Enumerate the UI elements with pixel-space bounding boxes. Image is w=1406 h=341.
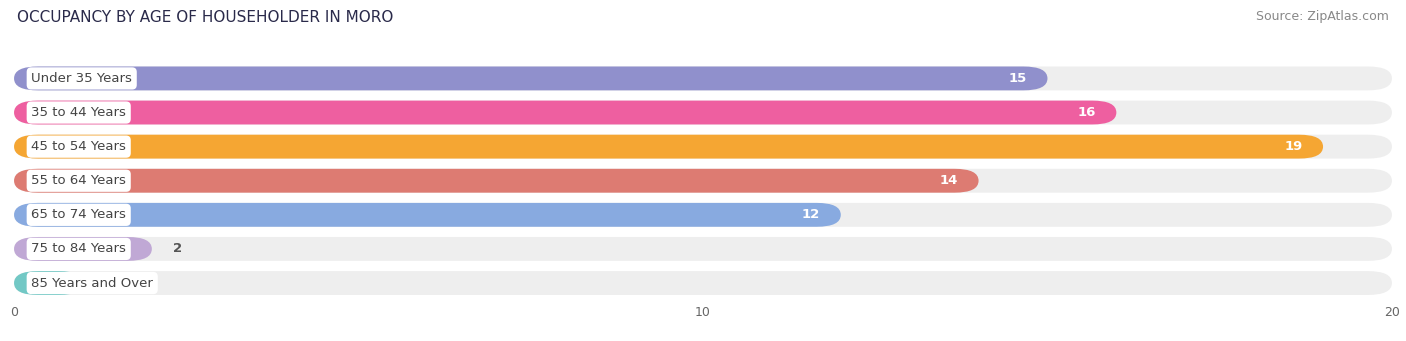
Text: 16: 16 xyxy=(1077,106,1095,119)
Text: 35 to 44 Years: 35 to 44 Years xyxy=(31,106,127,119)
FancyBboxPatch shape xyxy=(14,169,1392,193)
Text: Under 35 Years: Under 35 Years xyxy=(31,72,132,85)
Text: 15: 15 xyxy=(1008,72,1026,85)
Text: 65 to 74 Years: 65 to 74 Years xyxy=(31,208,127,221)
FancyBboxPatch shape xyxy=(14,271,1392,295)
FancyBboxPatch shape xyxy=(14,101,1392,124)
FancyBboxPatch shape xyxy=(14,237,1392,261)
FancyBboxPatch shape xyxy=(14,271,83,295)
FancyBboxPatch shape xyxy=(14,237,152,261)
FancyBboxPatch shape xyxy=(14,135,1323,159)
Text: 75 to 84 Years: 75 to 84 Years xyxy=(31,242,127,255)
Text: 55 to 64 Years: 55 to 64 Years xyxy=(31,174,127,187)
Text: Source: ZipAtlas.com: Source: ZipAtlas.com xyxy=(1256,10,1389,23)
FancyBboxPatch shape xyxy=(14,203,841,227)
FancyBboxPatch shape xyxy=(14,66,1392,90)
FancyBboxPatch shape xyxy=(14,66,1047,90)
FancyBboxPatch shape xyxy=(14,203,1392,227)
Text: 19: 19 xyxy=(1284,140,1302,153)
Text: 85 Years and Over: 85 Years and Over xyxy=(31,277,153,290)
FancyBboxPatch shape xyxy=(14,135,1392,159)
FancyBboxPatch shape xyxy=(14,101,1116,124)
Text: 45 to 54 Years: 45 to 54 Years xyxy=(31,140,127,153)
Text: OCCUPANCY BY AGE OF HOUSEHOLDER IN MORO: OCCUPANCY BY AGE OF HOUSEHOLDER IN MORO xyxy=(17,10,394,25)
Text: 14: 14 xyxy=(939,174,957,187)
Text: 1: 1 xyxy=(104,277,112,290)
Text: 12: 12 xyxy=(801,208,820,221)
Text: 2: 2 xyxy=(173,242,181,255)
FancyBboxPatch shape xyxy=(14,169,979,193)
